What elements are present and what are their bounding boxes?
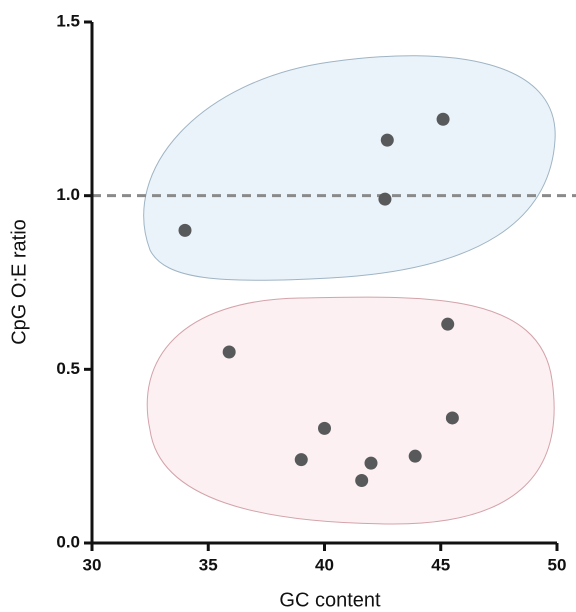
y-tick-label: 1.5 xyxy=(56,11,80,30)
x-tick-label: 30 xyxy=(83,555,102,574)
data-point xyxy=(355,473,369,487)
y-tick-label: 0.5 xyxy=(56,359,80,378)
x-tick-label: 40 xyxy=(315,555,334,574)
x-tick-label: 50 xyxy=(548,555,567,574)
x-tick-label: 45 xyxy=(431,555,450,574)
data-point xyxy=(294,453,308,467)
data-point xyxy=(445,411,459,425)
data-point xyxy=(380,133,394,147)
data-point xyxy=(178,223,192,237)
y-tick-label: 1.0 xyxy=(56,185,80,204)
high-ratio-region xyxy=(143,55,556,281)
x-tick-label: 35 xyxy=(199,555,218,574)
x-axis-label: GC content xyxy=(279,589,381,611)
y-tick-label: 0.0 xyxy=(56,532,80,551)
low-ratio-region xyxy=(146,296,555,525)
data-point xyxy=(408,449,422,463)
data-point xyxy=(222,345,236,359)
y-axis-label: CpG O:E ratio xyxy=(8,219,30,345)
data-point xyxy=(378,192,392,206)
data-point xyxy=(436,112,450,126)
data-point xyxy=(441,317,455,331)
data-point xyxy=(364,456,378,470)
data-point xyxy=(318,421,331,435)
